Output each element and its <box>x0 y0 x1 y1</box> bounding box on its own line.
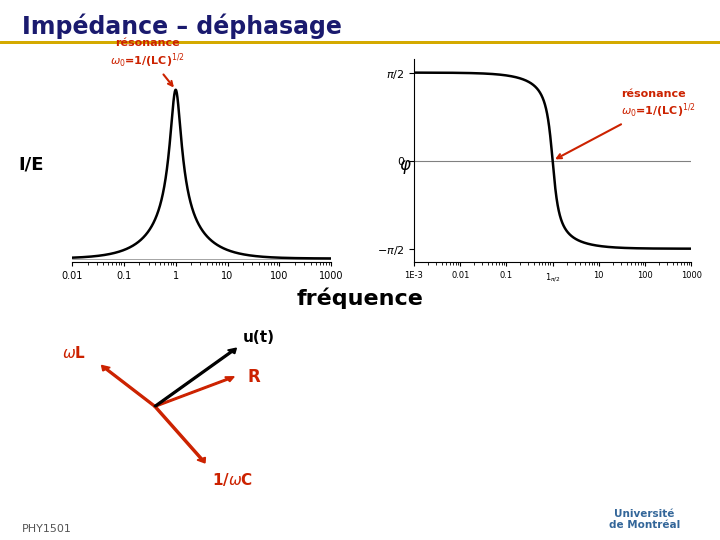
Text: PHY1501: PHY1501 <box>22 523 71 534</box>
Text: résonance
$\omega_0$=1/(LC)$^{1/2}$: résonance $\omega_0$=1/(LC)$^{1/2}$ <box>109 38 184 86</box>
FancyArrow shape <box>102 366 156 407</box>
FancyArrow shape <box>154 406 205 463</box>
Text: I/E: I/E <box>18 156 43 174</box>
Text: Université
de Montréal: Université de Montréal <box>609 509 680 530</box>
FancyArrow shape <box>154 377 234 407</box>
Text: 1/$\omega$C: 1/$\omega$C <box>212 471 253 488</box>
Text: Impédance – déphasage: Impédance – déphasage <box>22 14 341 39</box>
Text: fréquence: fréquence <box>297 287 423 309</box>
Text: $\omega$L: $\omega$L <box>61 346 86 361</box>
Text: u(t): u(t) <box>243 330 275 345</box>
Text: résonance
$\omega_0$=1/(LC)$^{1/2}$: résonance $\omega_0$=1/(LC)$^{1/2}$ <box>557 89 696 158</box>
Text: R: R <box>248 368 260 386</box>
Text: φ: φ <box>400 156 410 174</box>
FancyArrow shape <box>154 348 236 407</box>
